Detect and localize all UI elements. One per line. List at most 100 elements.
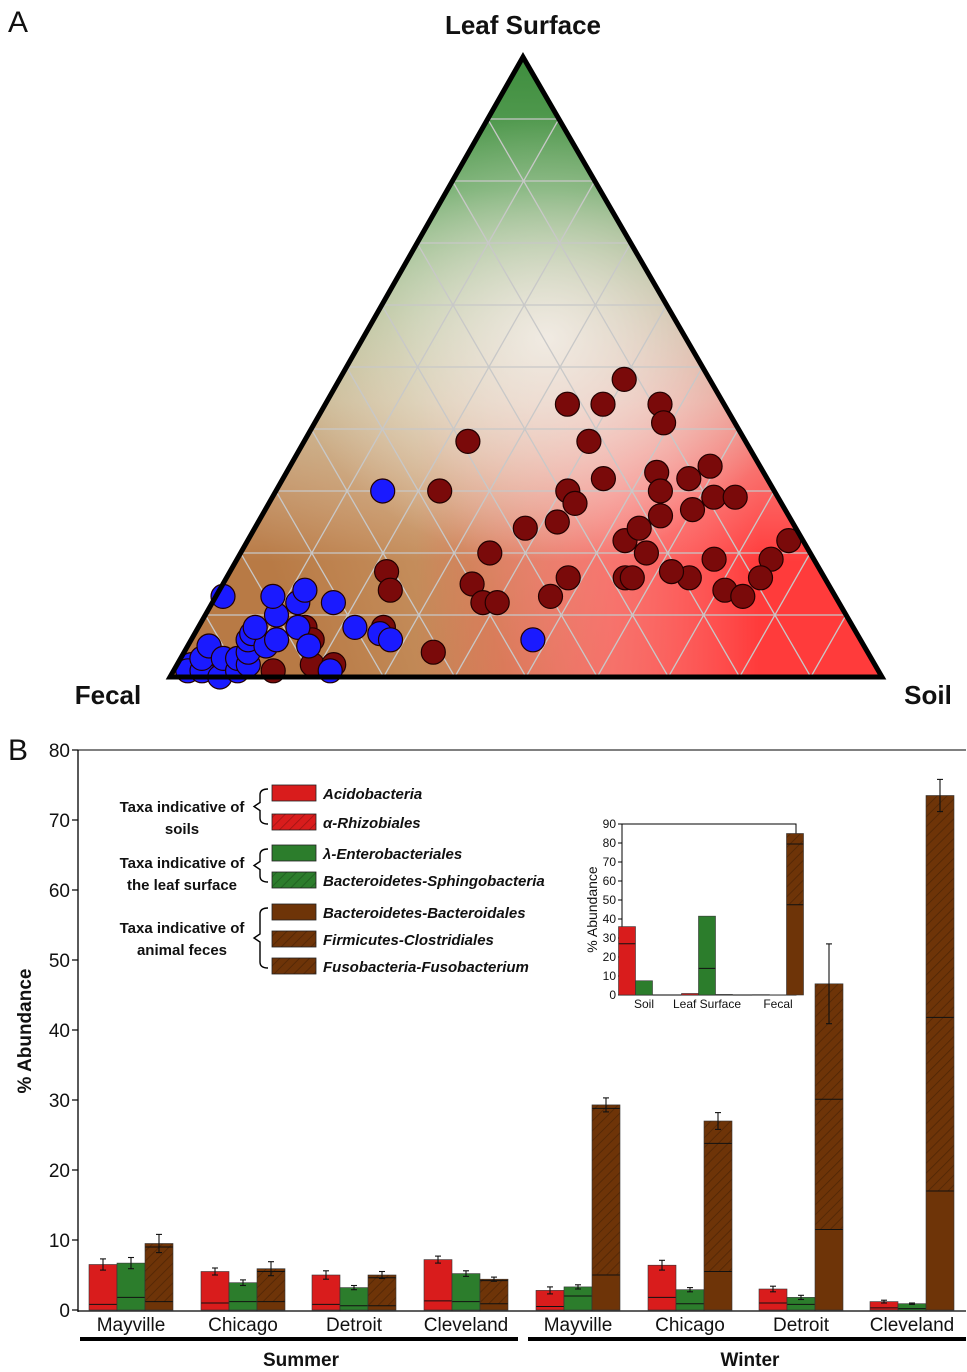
data-point-red bbox=[484, 589, 510, 616]
data-point-red bbox=[747, 565, 774, 591]
x-tick-label: Chicago bbox=[655, 1315, 725, 1336]
inset-bar-leaf-outline bbox=[635, 980, 653, 996]
bar-leaf bbox=[340, 1287, 368, 1310]
data-point-red bbox=[658, 558, 685, 585]
data-point-blue bbox=[320, 589, 346, 616]
data-point-blue bbox=[260, 583, 286, 610]
data-point-blue bbox=[296, 633, 322, 659]
inset-chart: 0 10 20 30 40 50 60 70 80 90 % Abundance Soil Leaf S… bbox=[584, 817, 804, 1011]
legend-swatch-hatch bbox=[272, 931, 316, 947]
bar-fecal-hatch bbox=[145, 1243, 173, 1302]
legend-label: Acidobacteria bbox=[322, 786, 422, 803]
data-point-red bbox=[679, 497, 706, 523]
legend-brace bbox=[252, 848, 269, 883]
legend-caption: animal feces bbox=[137, 942, 227, 959]
inset-y-tick-label: 30 bbox=[603, 931, 617, 945]
bar-leaf bbox=[117, 1263, 145, 1310]
x-tick-label: Detroit bbox=[773, 1315, 830, 1336]
legend-swatch bbox=[271, 903, 317, 921]
data-point-red bbox=[611, 366, 637, 392]
data-point-red bbox=[701, 546, 727, 572]
bar-soil bbox=[89, 1264, 117, 1310]
legend: Taxa indicative of soils Acidobacteria α-Rh… bbox=[120, 784, 545, 976]
data-point-red bbox=[626, 515, 652, 541]
inset-y-tick-label: 20 bbox=[603, 950, 617, 964]
data-point-red bbox=[619, 565, 645, 591]
grid-line bbox=[739, 552, 811, 677]
data-point-red bbox=[730, 583, 756, 610]
inset-bar-soil bbox=[681, 993, 699, 995]
bar-fecal-hatch bbox=[704, 1121, 732, 1272]
inset-x-tick-label: Fecal bbox=[763, 997, 792, 1011]
bar-chart: 0 10 20 30 40 50 60 70 80 % Abundance Mayville Ch… bbox=[15, 741, 966, 1371]
legend-label: Firmicutes-Clostridiales bbox=[323, 932, 494, 949]
inset-x-tick-label: Soil bbox=[634, 997, 654, 1011]
grid-line bbox=[416, 242, 669, 677]
bar-soil bbox=[201, 1271, 229, 1310]
legend-caption: Taxa indicative of bbox=[120, 920, 246, 937]
data-point-red bbox=[633, 540, 660, 566]
bar-fecal-hatch bbox=[368, 1275, 396, 1306]
data-point-red bbox=[420, 639, 446, 665]
y-tick-label: 20 bbox=[49, 1161, 70, 1182]
data-point-blue bbox=[264, 627, 290, 653]
x-tick-label: Mayville bbox=[97, 1315, 166, 1336]
data-point-red bbox=[459, 571, 485, 597]
data-point-red bbox=[544, 509, 570, 535]
vertex-label-right: Soil bbox=[904, 680, 952, 710]
bar-leaf bbox=[787, 1297, 815, 1310]
inset-y-tick-label: 90 bbox=[603, 817, 617, 831]
ternary-plot: Leaf Surface Fecal Soil bbox=[75, 10, 952, 710]
y-tick-label: 40 bbox=[49, 1021, 70, 1042]
bar-leaf bbox=[452, 1273, 480, 1310]
inset-y-tick-label: 60 bbox=[603, 874, 617, 888]
legend-swatch bbox=[271, 844, 317, 862]
data-point-blue bbox=[292, 577, 318, 603]
inset-bar-leaf-outline bbox=[698, 915, 716, 996]
inset-x-tick-label: Leaf Surface bbox=[673, 997, 741, 1011]
legend-label: α-Rhizobiales bbox=[323, 815, 421, 832]
inset-bar-fecal-hatch bbox=[786, 833, 804, 905]
bar-soil bbox=[759, 1289, 787, 1310]
vertex-label-left: Fecal bbox=[75, 680, 142, 710]
inset-bar-fecal-outline bbox=[786, 833, 804, 996]
data-point-red bbox=[512, 515, 538, 541]
ternary-outline bbox=[165, 51, 887, 680]
group-label-summer: Summer bbox=[263, 1350, 340, 1371]
y-tick-label: 70 bbox=[49, 811, 70, 832]
data-point-red bbox=[650, 410, 677, 436]
inset-y-tick-label: 10 bbox=[603, 969, 617, 983]
data-point-red bbox=[697, 453, 723, 479]
data-point-red bbox=[555, 565, 581, 591]
x-axis-labels: Mayville Chicago Detroit Cleveland Mayville C… bbox=[97, 1315, 955, 1336]
legend-caption: Taxa indicative of bbox=[120, 799, 246, 816]
y-tick-label: 60 bbox=[49, 881, 70, 902]
y-tick-label: 10 bbox=[49, 1231, 70, 1252]
inset-bar-soil-outline bbox=[618, 926, 636, 996]
legend-brace bbox=[252, 907, 269, 969]
legend-swatch-hatch bbox=[272, 872, 316, 888]
inset-bar-soil bbox=[618, 926, 636, 995]
x-tick-label: Cleveland bbox=[870, 1315, 955, 1336]
x-tick-label: Chicago bbox=[208, 1315, 278, 1336]
vertex-label-top: Leaf Surface bbox=[445, 10, 601, 40]
legend-caption: the leaf surface bbox=[127, 877, 237, 894]
data-point-red bbox=[427, 478, 453, 504]
y-tick-label: 30 bbox=[49, 1091, 70, 1112]
bar-soil bbox=[536, 1290, 564, 1310]
legend-label: Bacteroidetes-Bacteroidales bbox=[323, 905, 526, 922]
inset-bar-leaf bbox=[698, 916, 716, 995]
data-point-red bbox=[455, 428, 481, 454]
grid-line bbox=[383, 242, 632, 677]
x-tick-label: Cleveland bbox=[424, 1315, 509, 1336]
data-point-red bbox=[576, 428, 602, 454]
inset-bar-fecal-outline bbox=[715, 994, 733, 996]
bar-soil bbox=[424, 1259, 452, 1310]
bar-fecal-hatch bbox=[592, 1104, 620, 1275]
legend-swatch bbox=[271, 784, 317, 802]
grid-line bbox=[810, 614, 847, 677]
panel-a-label: A bbox=[8, 6, 28, 39]
bar-fecal-hatch bbox=[815, 983, 843, 1230]
legend-label: Bacteroidetes-Sphingobacteria bbox=[323, 873, 545, 890]
y-axis: 0 10 20 30 40 50 60 70 80 bbox=[49, 741, 78, 1322]
